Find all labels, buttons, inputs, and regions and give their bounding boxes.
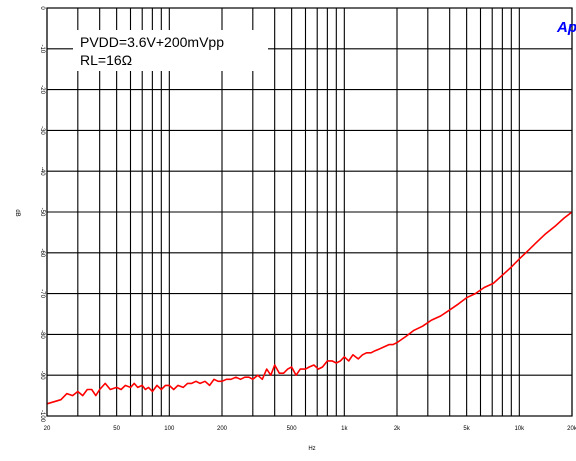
annotation-background <box>73 30 268 71</box>
annotation-line-1: PVDD=3.6V+200mVpp <box>80 34 224 50</box>
x-axis-label: Hz <box>308 446 315 452</box>
plot-frame <box>46 7 573 417</box>
series-group <box>46 211 573 405</box>
y-tick-label: -40 <box>39 167 45 176</box>
y-tick-label: -90 <box>39 371 45 380</box>
series-line-0 <box>46 211 573 405</box>
y-tick-label: -50 <box>39 208 45 217</box>
y-axis-label: dB <box>14 209 20 216</box>
x-tick-label: 1k <box>341 426 348 432</box>
y-tick-label: -60 <box>39 248 45 257</box>
annotation-line-2: RL=16Ω <box>80 52 132 68</box>
x-tick-labels: 20 50 100 200 500 1k 2k 5k 10k 20k <box>44 426 576 432</box>
audio-precision-logo: Ap <box>556 19 576 36</box>
y-tick-label: -30 <box>39 126 45 135</box>
y-tick-label: 0 <box>39 6 45 10</box>
x-tick-label: 10k <box>514 426 525 432</box>
y-tick-label: -80 <box>39 330 45 339</box>
x-tick-label: 200 <box>217 426 228 432</box>
y-tick-label: -20 <box>39 85 45 94</box>
x-tick-label: 5k <box>463 426 470 432</box>
y-tick-label: -100 <box>39 410 45 423</box>
x-tick-label: 20 <box>44 426 51 432</box>
x-tick-label: 2k <box>394 426 401 432</box>
y-tick-label: -70 <box>39 289 45 298</box>
x-tick-label: 20k <box>567 426 576 432</box>
y-tick-labels: 0 -10 -20 -30 -40 -50 -60 -70 -80 -90 -100 <box>39 6 45 422</box>
grid <box>46 7 573 417</box>
y-tick-label: -10 <box>39 44 45 53</box>
x-tick-label: 100 <box>164 426 175 432</box>
annotation-box: PVDD=3.6V+200mVpp RL=16Ω <box>73 30 268 71</box>
x-tick-label: 500 <box>287 426 298 432</box>
x-tick-label: 50 <box>113 426 120 432</box>
